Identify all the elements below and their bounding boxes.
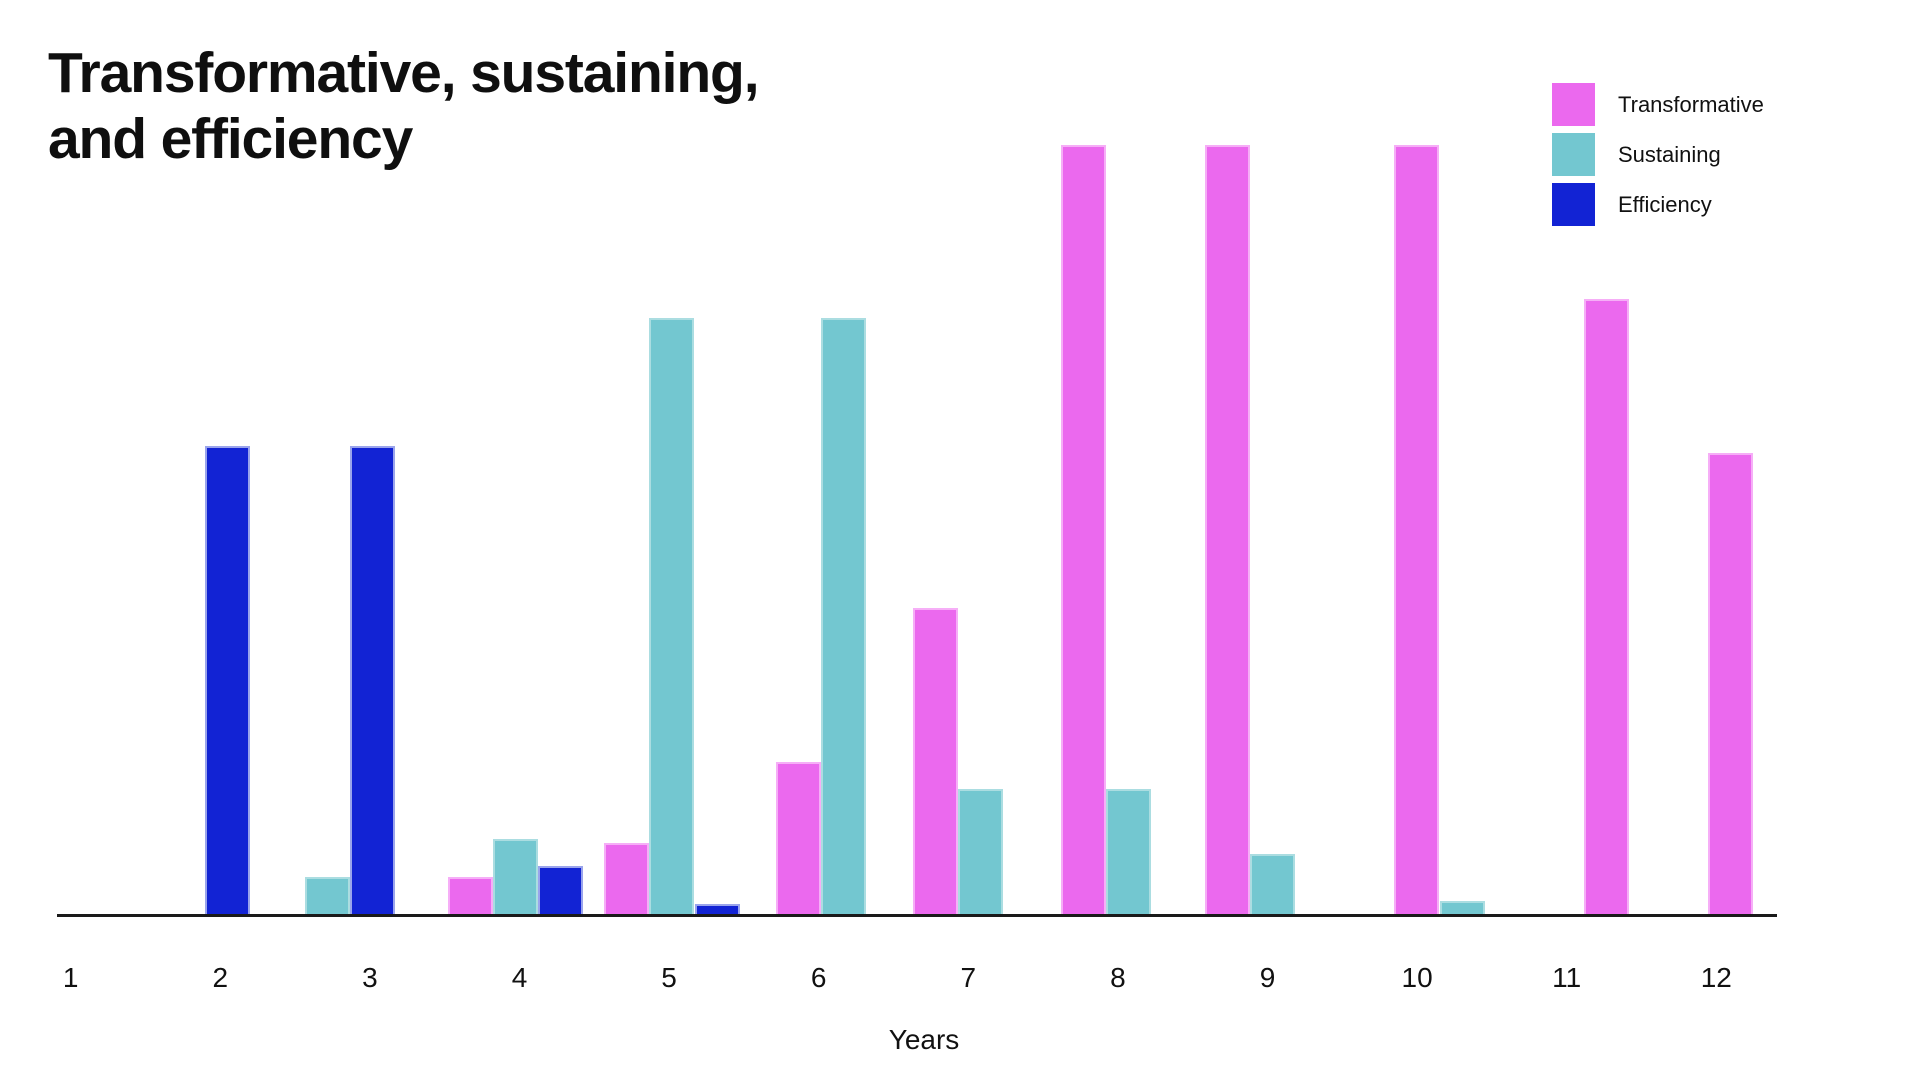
x-axis-title: Years [888,1024,960,1055]
legend-item-transformative: Transformative [1552,83,1764,126]
chart-title-line2: and efficiency [48,107,413,172]
bar-efficiency-year-3 [350,446,395,916]
x-axis-line [57,914,1777,917]
bar-transformative-year-12 [1708,453,1753,916]
chart-title: Transformative, sustaining, and efficien… [48,40,760,172]
bar-transformative-year-5 [604,843,649,916]
bar-efficiency-year-4 [538,866,583,916]
legend-label-sustaining: Sustaining [1618,141,1721,167]
legend-label-efficiency: Efficiency [1618,191,1712,217]
bar-sustaining-year-8 [1106,789,1151,916]
x-tick-label-1: 1 [62,962,79,993]
legend-swatch-transformative [1552,83,1595,126]
legend-item-sustaining: Sustaining [1552,133,1764,176]
chart-title-line1: Transformative, sustaining, [48,41,760,105]
x-tick-label-12: 12 [1700,962,1732,993]
bar-sustaining-year-3 [305,877,350,916]
x-tick-label-10: 10 [1401,962,1433,993]
bar-transformative-year-6 [776,762,821,916]
bar-transformative-year-9 [1205,145,1250,916]
legend-swatch-efficiency [1552,183,1595,226]
x-tick-label-7: 7 [960,962,977,993]
x-tick-label-9: 9 [1259,962,1276,993]
bar-transformative-year-10 [1394,145,1439,916]
x-tick-label-11: 11 [1552,962,1582,993]
bar-sustaining-year-5 [649,318,694,916]
legend-swatch-sustaining [1552,133,1595,176]
bar-efficiency-year-2 [205,446,250,916]
bar-transformative-year-4 [448,877,493,916]
bar-sustaining-year-6 [821,318,866,916]
legend: Transformative Sustaining Efficiency [1552,83,1764,233]
x-tick-label-3: 3 [362,962,378,993]
x-tick-label-4: 4 [511,962,528,993]
bar-transformative-year-7 [913,608,958,916]
x-tick-label-5: 5 [661,962,677,993]
bar-sustaining-year-4 [493,839,538,916]
x-tick-label-2: 2 [212,962,229,993]
bar-sustaining-year-7 [958,789,1003,916]
x-tick-label-6: 6 [810,962,827,993]
x-tick-label-8: 8 [1110,962,1126,993]
bar-transformative-year-8 [1061,145,1106,916]
legend-label-transformative: Transformative [1618,91,1764,117]
bar-sustaining-year-9 [1250,854,1295,916]
legend-item-efficiency: Efficiency [1552,183,1764,226]
bar-transformative-year-11 [1584,299,1629,916]
